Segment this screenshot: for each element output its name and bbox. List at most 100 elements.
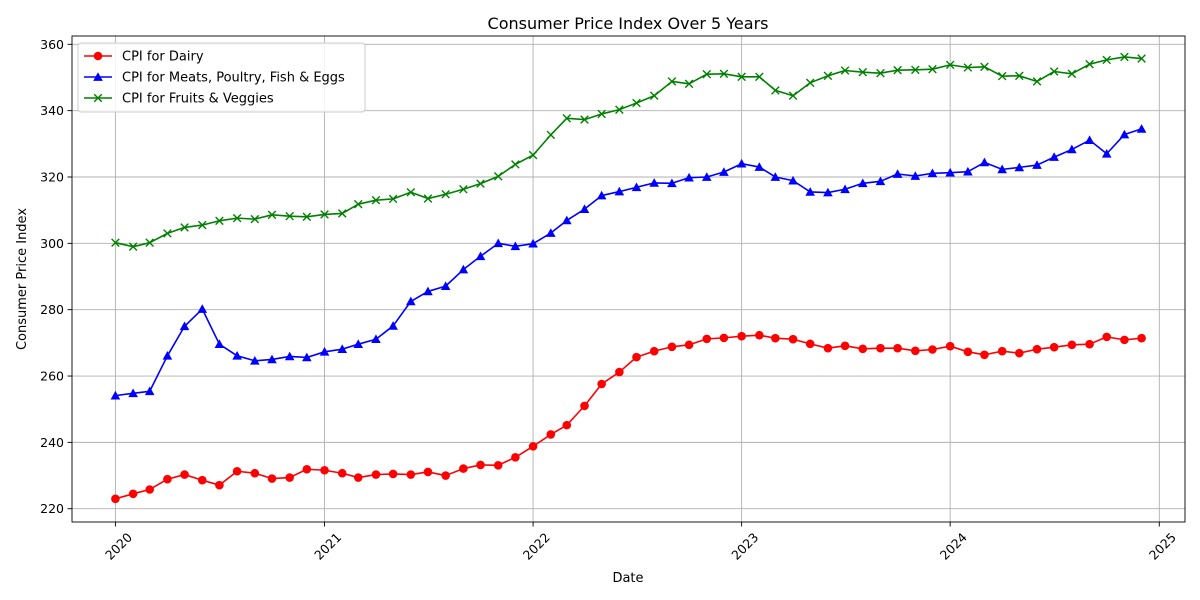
data-point — [1084, 135, 1095, 145]
data-point — [285, 473, 294, 482]
data-point — [963, 63, 973, 72]
data-point — [684, 79, 694, 89]
data-point — [997, 346, 1007, 356]
data-point — [476, 460, 485, 470]
data-point — [406, 296, 416, 306]
data-point — [511, 160, 520, 169]
data-point — [1015, 71, 1024, 81]
data-point — [754, 162, 765, 171]
data-point — [979, 157, 990, 167]
data-point — [945, 167, 955, 177]
data-point — [876, 343, 885, 353]
data-point — [805, 78, 815, 88]
data-point — [302, 464, 312, 474]
data-point — [892, 169, 903, 178]
data-point — [528, 442, 538, 451]
data-point — [441, 471, 450, 480]
data-point — [250, 355, 260, 365]
data-point — [649, 346, 659, 356]
data-point — [840, 184, 850, 194]
data-point — [858, 67, 868, 77]
data-point — [876, 68, 885, 78]
data-point — [475, 251, 486, 261]
data-point — [580, 401, 589, 411]
data-point — [788, 91, 798, 101]
data-point — [562, 113, 572, 123]
data-point — [649, 178, 660, 187]
data-point — [911, 65, 920, 75]
data-point — [353, 199, 363, 209]
data-point — [1067, 144, 1077, 154]
data-point — [911, 346, 920, 356]
data-point — [737, 331, 746, 341]
data-point — [805, 339, 815, 349]
data-point — [1137, 54, 1146, 63]
data-point — [145, 485, 155, 494]
data-point — [284, 351, 295, 361]
data-point — [1085, 339, 1094, 349]
y-tick-label: 260 — [40, 369, 64, 384]
data-point — [755, 72, 764, 82]
data-point — [580, 115, 589, 124]
legend-label: CPI for Dairy — [122, 50, 204, 65]
series-line — [115, 128, 1142, 397]
data-point — [737, 72, 746, 82]
data-point — [1119, 129, 1130, 139]
data-point — [945, 60, 955, 70]
data-point — [250, 468, 260, 478]
data-point — [596, 190, 607, 200]
y-tick-label: 340 — [40, 103, 64, 118]
data-point — [545, 228, 556, 237]
data-point — [302, 352, 312, 362]
data-point — [128, 388, 138, 398]
data-point — [510, 241, 521, 251]
data-point — [805, 187, 815, 196]
data-point — [736, 158, 747, 168]
data-point — [632, 352, 641, 362]
data-point — [1137, 333, 1146, 343]
data-point — [1049, 152, 1059, 161]
data-point — [1136, 124, 1147, 133]
data-point — [667, 178, 677, 188]
data-point — [145, 238, 154, 247]
data-point — [1102, 55, 1112, 65]
data-point — [458, 264, 469, 274]
data-point — [197, 304, 208, 313]
data-point — [1067, 340, 1077, 350]
data-point — [476, 179, 485, 188]
data-point — [963, 166, 973, 176]
data-point — [546, 430, 556, 439]
data-point — [197, 475, 207, 485]
data-point — [319, 347, 330, 356]
data-point — [371, 195, 381, 205]
data-point — [111, 238, 120, 247]
data-point — [180, 470, 189, 479]
data-point — [858, 344, 868, 354]
data-point — [197, 220, 207, 230]
data-point — [927, 168, 938, 178]
data-point — [320, 465, 329, 475]
data-point — [614, 186, 625, 196]
data-point — [180, 223, 189, 232]
data-point — [215, 480, 224, 490]
data-point — [561, 215, 572, 225]
data-point — [93, 51, 103, 61]
data-point — [267, 354, 277, 364]
data-point — [1049, 67, 1059, 76]
y-tick-label: 220 — [40, 501, 64, 516]
data-point — [667, 342, 677, 352]
data-point — [579, 204, 590, 214]
data-point — [1014, 162, 1025, 172]
data-point — [1067, 69, 1077, 79]
series-0 — [111, 330, 1146, 504]
data-point — [893, 343, 902, 353]
data-point — [632, 98, 641, 108]
data-point — [684, 340, 694, 350]
data-point — [963, 347, 973, 357]
data-point — [719, 69, 729, 79]
data-point — [388, 469, 398, 479]
series-1 — [110, 124, 1147, 400]
data-point — [128, 489, 138, 499]
data-point — [528, 150, 538, 160]
data-point — [302, 212, 312, 222]
